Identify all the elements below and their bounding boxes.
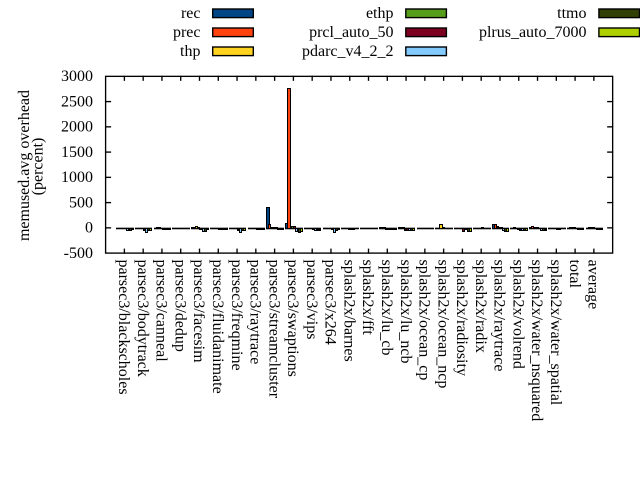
svg-text:splash2x/radix: splash2x/radix: [472, 260, 489, 353]
svg-text:3000: 3000: [61, 68, 93, 85]
svg-text:splash2x/fft: splash2x/fft: [359, 260, 376, 336]
svg-text:splash2x/volrend: splash2x/volrend: [509, 260, 526, 369]
svg-text:splash2x/radiosity: splash2x/radiosity: [453, 260, 470, 376]
svg-text:parsec3/bodytrack: parsec3/bodytrack: [134, 260, 151, 377]
svg-text:splash2x/raytrace: splash2x/raytrace: [491, 260, 508, 372]
svg-text:parsec3/x264: parsec3/x264: [322, 260, 339, 345]
svg-text:parsec3/blackscholes: parsec3/blackscholes: [115, 260, 132, 395]
svg-text:splash2x/barnes: splash2x/barnes: [340, 260, 357, 362]
svg-text:splash2x/water_spatial: splash2x/water_spatial: [547, 260, 564, 406]
svg-text:memused.avg overhead: memused.avg overhead: [16, 90, 33, 241]
svg-text:rec: rec: [181, 5, 201, 22]
svg-text:2500: 2500: [61, 93, 93, 110]
svg-text:parsec3/dedup: parsec3/dedup: [171, 260, 188, 352]
svg-text:splash2x/lu_cb: splash2x/lu_cb: [378, 260, 395, 356]
svg-text:parsec3/freqmine: parsec3/freqmine: [228, 260, 245, 371]
svg-text:prec: prec: [173, 24, 201, 41]
svg-text:(percent): (percent): [29, 138, 46, 196]
svg-text:total: total: [566, 260, 583, 289]
svg-text:2000: 2000: [61, 119, 93, 136]
svg-text:parsec3/fluidanimate: parsec3/fluidanimate: [209, 260, 226, 394]
svg-text:-500: -500: [64, 245, 93, 262]
svg-text:parsec3/canneal: parsec3/canneal: [153, 260, 170, 363]
svg-text:pdarc_v4_2_2: pdarc_v4_2_2: [302, 43, 394, 60]
svg-text:ethp: ethp: [366, 5, 394, 22]
svg-text:prcl_auto_50: prcl_auto_50: [309, 24, 393, 41]
svg-text:0: 0: [85, 220, 93, 237]
svg-text:1000: 1000: [61, 169, 93, 186]
svg-text:parsec3/vips: parsec3/vips: [303, 260, 320, 340]
svg-text:plrus_auto_7000: plrus_auto_7000: [479, 24, 587, 41]
svg-text:splash2x/ocean_ncp: splash2x/ocean_ncp: [434, 260, 451, 389]
svg-text:parsec3/facesim: parsec3/facesim: [190, 260, 207, 364]
svg-text:splash2x/lu_ncb: splash2x/lu_ncb: [397, 260, 414, 364]
svg-text:splash2x/water_nsquared: splash2x/water_nsquared: [528, 260, 545, 422]
svg-text:average: average: [585, 260, 602, 310]
svg-text:parsec3/streamcluster: parsec3/streamcluster: [265, 260, 282, 399]
svg-text:parsec3/raytrace: parsec3/raytrace: [247, 260, 264, 365]
svg-text:500: 500: [69, 194, 93, 211]
svg-text:1500: 1500: [61, 144, 93, 161]
svg-text:ttmo: ttmo: [557, 5, 586, 22]
svg-text:thp: thp: [180, 43, 200, 60]
svg-text:parsec3/swaptions: parsec3/swaptions: [284, 260, 301, 377]
svg-text:splash2x/ocean_cp: splash2x/ocean_cp: [416, 260, 433, 381]
